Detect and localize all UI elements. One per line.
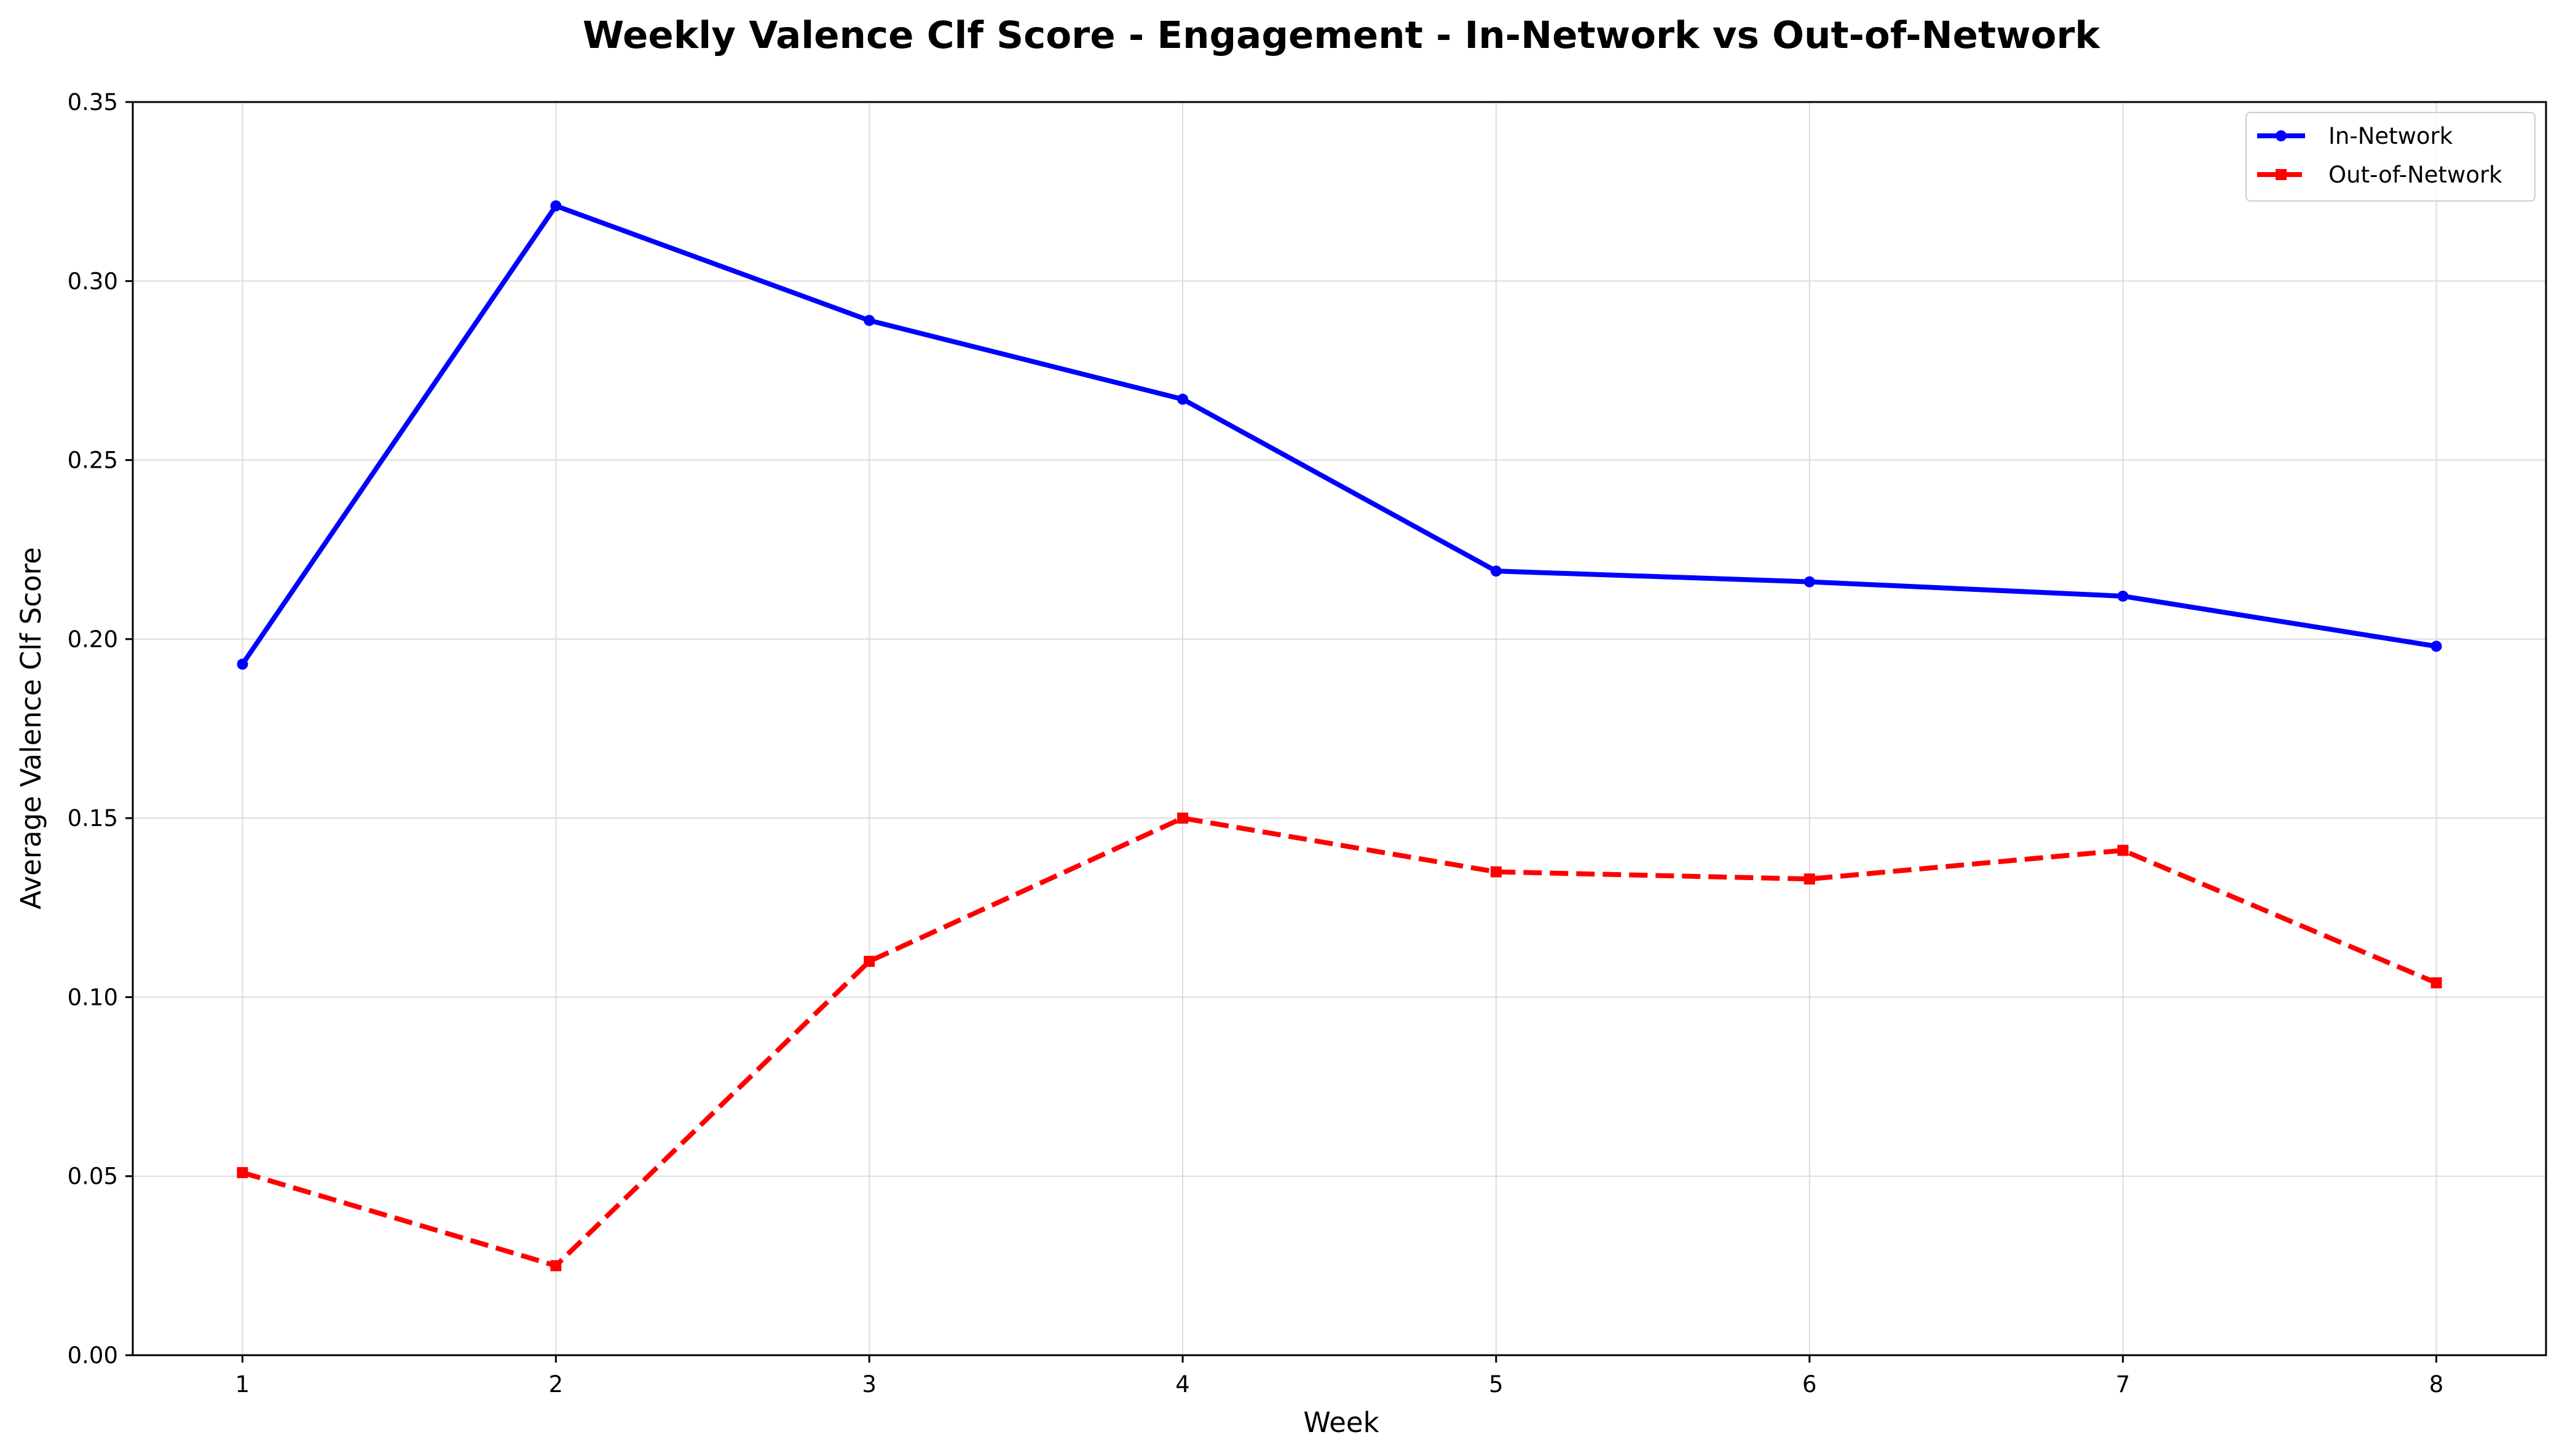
x-tick-label: 5 — [1489, 1371, 1504, 1398]
data-point-in-network — [1803, 576, 1815, 588]
data-point-out-of-network — [1490, 866, 1502, 878]
x-tick-label: 3 — [862, 1371, 877, 1398]
y-axis-label: Average Valence Clf Score — [15, 547, 47, 910]
data-point-in-network — [237, 658, 248, 670]
legend-marker-in-network — [2276, 130, 2287, 141]
data-point-out-of-network — [1177, 813, 1189, 824]
data-point-in-network — [1490, 565, 1502, 577]
y-tick-label: 0.20 — [68, 626, 118, 653]
legend-label-out-of-network: Out-of-Network — [2328, 162, 2502, 188]
data-point-out-of-network — [550, 1260, 562, 1272]
data-point-in-network — [864, 315, 875, 326]
x-tick-label: 2 — [549, 1371, 564, 1398]
y-tick-label: 0.10 — [68, 984, 118, 1010]
data-point-in-network — [2430, 640, 2442, 652]
x-axis-ticks: 1 2 3 4 5 6 7 8 — [235, 1355, 2444, 1398]
y-tick-label: 0.15 — [68, 805, 118, 832]
data-point-out-of-network — [237, 1167, 248, 1178]
legend: In-Network Out-of-Network — [2245, 112, 2536, 202]
data-point-out-of-network — [1803, 873, 1815, 885]
data-point-out-of-network — [2430, 977, 2442, 989]
x-tick-label: 4 — [1175, 1371, 1190, 1398]
y-tick-label: 0.25 — [68, 447, 118, 474]
x-tick-label: 6 — [1802, 1371, 1817, 1398]
x-tick-label: 7 — [2116, 1371, 2130, 1398]
y-tick-label: 0.35 — [68, 89, 118, 116]
series-line-out-of-network — [242, 816, 2438, 1269]
legend-marker-out-of-network — [2276, 169, 2287, 180]
legend-label-in-network: In-Network — [2328, 123, 2453, 149]
data-point-out-of-network — [864, 956, 875, 967]
y-tick-label: 0.30 — [68, 268, 118, 294]
x-tick-label: 1 — [235, 1371, 250, 1398]
plot-area-frame — [132, 101, 2547, 1356]
data-point-in-network — [1177, 393, 1189, 405]
grid-lines — [133, 101, 2546, 1356]
x-axis-label: Week — [1303, 1406, 1379, 1439]
x-tick-label: 8 — [2429, 1371, 2444, 1398]
data-point-out-of-network — [2117, 844, 2129, 856]
series-layer — [237, 200, 2442, 1272]
chart-title: Weekly Valence Clf Score - Engagement - … — [583, 14, 2101, 57]
data-point-in-network — [550, 200, 562, 211]
y-axis-ticks: 0.00 0.05 0.10 0.15 0.20 0.25 0.30 0.35 — [68, 89, 133, 1369]
series-line-in-network — [240, 203, 2437, 666]
data-point-in-network — [2117, 590, 2129, 602]
y-tick-label: 0.05 — [68, 1163, 118, 1190]
legend-box — [2245, 112, 2536, 202]
y-tick-label: 0.00 — [68, 1342, 118, 1369]
